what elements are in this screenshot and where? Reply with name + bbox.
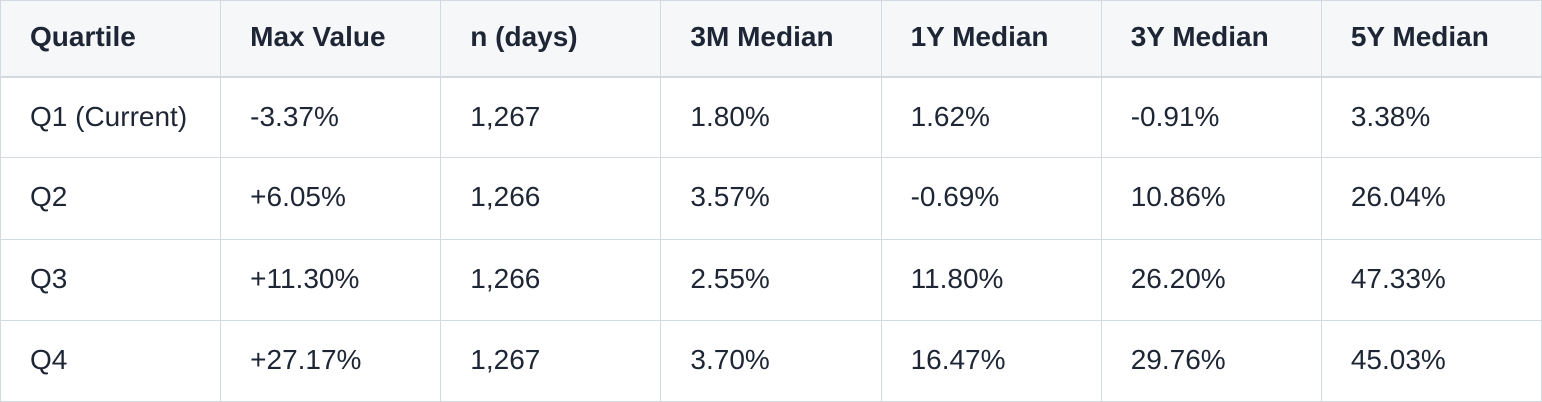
cell-max-value: +27.17% [220,319,442,402]
table-row-q2: Q2 +6.05% 1,266 3.57% -0.69% 10.86% 26.0… [0,157,1542,240]
cell-max-value: +6.05% [220,157,442,240]
cell-5y-median: 47.33% [1320,238,1542,321]
table-row-q1: Q1 (Current) -3.37% 1,267 1.80% 1.62% -0… [0,75,1542,159]
table-header: Quartile Max Value n (days) 3M Median 1Y… [0,0,1542,78]
cell-max-value: -3.37% [220,75,442,159]
cell-3m-median: 1.80% [660,75,882,159]
cell-quartile: Q3 [0,238,222,321]
cell-3y-median: 26.20% [1100,238,1322,321]
cell-1y-median: 11.80% [880,238,1102,321]
column-header-3m-median: 3M Median [660,0,882,78]
cell-3y-median: 29.76% [1100,319,1322,402]
cell-3m-median: 2.55% [660,238,882,321]
column-header-quartile: Quartile [0,0,222,78]
column-header-max-value: Max Value [220,0,442,78]
cell-quartile: Q2 [0,157,222,240]
table-body: Q1 (Current) -3.37% 1,267 1.80% 1.62% -0… [0,75,1542,402]
column-header-1y-median: 1Y Median [880,0,1102,78]
cell-3y-median: -0.91% [1100,75,1322,159]
cell-n-days: 1,267 [440,319,662,402]
cell-3y-median: 10.86% [1100,157,1322,240]
cell-3m-median: 3.70% [660,319,882,402]
cell-n-days: 1,266 [440,157,662,240]
cell-quartile: Q4 [0,319,222,402]
column-header-n-days: n (days) [440,0,662,78]
cell-5y-median: 3.38% [1320,75,1542,159]
table-row-q4: Q4 +27.17% 1,267 3.70% 16.47% 29.76% 45.… [0,319,1542,402]
cell-quartile: Q1 (Current) [0,75,222,159]
cell-n-days: 1,267 [440,75,662,159]
table-row-q3: Q3 +11.30% 1,266 2.55% 11.80% 26.20% 47.… [0,238,1542,321]
cell-1y-median: 1.62% [880,75,1102,159]
column-header-5y-median: 5Y Median [1320,0,1542,78]
cell-1y-median: 16.47% [880,319,1102,402]
cell-3m-median: 3.57% [660,157,882,240]
cell-1y-median: -0.69% [880,157,1102,240]
cell-max-value: +11.30% [220,238,442,321]
header-row: Quartile Max Value n (days) 3M Median 1Y… [0,0,1542,78]
column-header-3y-median: 3Y Median [1100,0,1322,78]
cell-5y-median: 45.03% [1320,319,1542,402]
cell-5y-median: 26.04% [1320,157,1542,240]
cell-n-days: 1,266 [440,238,662,321]
